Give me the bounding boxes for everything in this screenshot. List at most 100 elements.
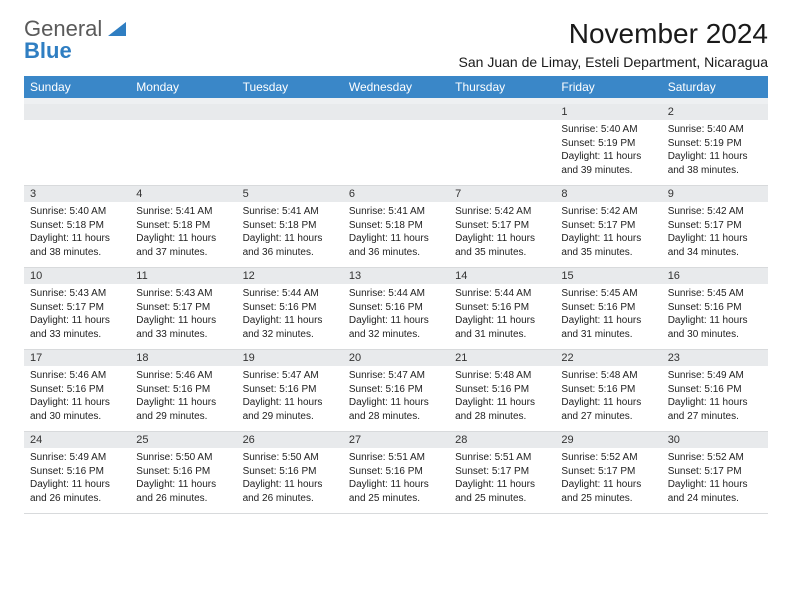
sunset-text: Sunset: 5:16 PM (349, 465, 443, 479)
day-number (24, 104, 130, 120)
brand-line2: Blue (24, 40, 126, 62)
day-cell (237, 120, 343, 186)
daylight-text-2: and 28 minutes. (349, 410, 443, 424)
daylight-text: Daylight: 11 hours (136, 478, 230, 492)
daylight-text-2: and 27 minutes. (668, 410, 762, 424)
daylight-text-2: and 39 minutes. (561, 164, 655, 178)
day-cell: Sunrise: 5:52 AMSunset: 5:17 PMDaylight:… (555, 448, 661, 514)
daylight-text: Daylight: 11 hours (243, 314, 337, 328)
day-cell: Sunrise: 5:41 AMSunset: 5:18 PMDaylight:… (343, 202, 449, 268)
sunset-text: Sunset: 5:17 PM (136, 301, 230, 315)
daylight-text-2: and 30 minutes. (668, 328, 762, 342)
daylight-text: Daylight: 11 hours (136, 232, 230, 246)
daylight-text: Daylight: 11 hours (30, 478, 124, 492)
daylight-text: Daylight: 11 hours (136, 314, 230, 328)
daylight-text-2: and 30 minutes. (30, 410, 124, 424)
weekday-mon: Monday (130, 76, 236, 98)
sunrise-text: Sunrise: 5:44 AM (243, 287, 337, 301)
day-number: 26 (237, 432, 343, 449)
day-number: 23 (662, 350, 768, 367)
day-number: 6 (343, 186, 449, 203)
daylight-text: Daylight: 11 hours (455, 314, 549, 328)
day-number: 29 (555, 432, 661, 449)
daylight-text: Daylight: 11 hours (668, 396, 762, 410)
daylight-text-2: and 26 minutes. (136, 492, 230, 506)
sunset-text: Sunset: 5:17 PM (455, 219, 549, 233)
daylight-text-2: and 32 minutes. (349, 328, 443, 342)
weekday-fri: Friday (555, 76, 661, 98)
day-number: 15 (555, 268, 661, 285)
sunrise-text: Sunrise: 5:44 AM (349, 287, 443, 301)
day-cell: Sunrise: 5:42 AMSunset: 5:17 PMDaylight:… (662, 202, 768, 268)
daylight-text: Daylight: 11 hours (455, 232, 549, 246)
sunrise-text: Sunrise: 5:41 AM (136, 205, 230, 219)
daylight-text: Daylight: 11 hours (668, 478, 762, 492)
sunset-text: Sunset: 5:18 PM (243, 219, 337, 233)
day-number (130, 104, 236, 120)
sunrise-text: Sunrise: 5:51 AM (455, 451, 549, 465)
day-cell: Sunrise: 5:49 AMSunset: 5:16 PMDaylight:… (662, 366, 768, 432)
sunset-text: Sunset: 5:16 PM (349, 301, 443, 315)
day-number: 9 (662, 186, 768, 203)
day-number: 25 (130, 432, 236, 449)
day-cell: Sunrise: 5:43 AMSunset: 5:17 PMDaylight:… (130, 284, 236, 350)
day-cell: Sunrise: 5:50 AMSunset: 5:16 PMDaylight:… (130, 448, 236, 514)
daynum-row: 12 (24, 104, 768, 120)
sunset-text: Sunset: 5:16 PM (243, 301, 337, 315)
daylight-text-2: and 24 minutes. (668, 492, 762, 506)
day-cell: Sunrise: 5:44 AMSunset: 5:16 PMDaylight:… (343, 284, 449, 350)
sunset-text: Sunset: 5:16 PM (136, 383, 230, 397)
daylight-text: Daylight: 11 hours (561, 314, 655, 328)
daylight-text-2: and 37 minutes. (136, 246, 230, 260)
sunrise-text: Sunrise: 5:46 AM (30, 369, 124, 383)
sunset-text: Sunset: 5:16 PM (561, 301, 655, 315)
daynum-row: 10111213141516 (24, 268, 768, 285)
daylight-text: Daylight: 11 hours (561, 232, 655, 246)
daylight-text: Daylight: 11 hours (30, 314, 124, 328)
daylight-text: Daylight: 11 hours (561, 150, 655, 164)
sunset-text: Sunset: 5:16 PM (349, 383, 443, 397)
weekday-thu: Thursday (449, 76, 555, 98)
sunset-text: Sunset: 5:19 PM (668, 137, 762, 151)
detail-row: Sunrise: 5:43 AMSunset: 5:17 PMDaylight:… (24, 284, 768, 350)
daylight-text: Daylight: 11 hours (349, 232, 443, 246)
day-cell: Sunrise: 5:51 AMSunset: 5:16 PMDaylight:… (343, 448, 449, 514)
daylight-text-2: and 36 minutes. (349, 246, 443, 260)
daylight-text-2: and 27 minutes. (561, 410, 655, 424)
sunrise-text: Sunrise: 5:42 AM (455, 205, 549, 219)
day-cell: Sunrise: 5:46 AMSunset: 5:16 PMDaylight:… (24, 366, 130, 432)
daynum-row: 3456789 (24, 186, 768, 203)
daylight-text-2: and 33 minutes. (136, 328, 230, 342)
sunrise-text: Sunrise: 5:48 AM (455, 369, 549, 383)
sunset-text: Sunset: 5:16 PM (668, 301, 762, 315)
sunset-text: Sunset: 5:17 PM (668, 219, 762, 233)
detail-row: Sunrise: 5:49 AMSunset: 5:16 PMDaylight:… (24, 448, 768, 514)
day-cell: Sunrise: 5:45 AMSunset: 5:16 PMDaylight:… (662, 284, 768, 350)
daylight-text: Daylight: 11 hours (561, 478, 655, 492)
header: General Blue November 2024 San Juan de L… (24, 18, 768, 76)
sunrise-text: Sunrise: 5:41 AM (349, 205, 443, 219)
detail-row: Sunrise: 5:46 AMSunset: 5:16 PMDaylight:… (24, 366, 768, 432)
sunrise-text: Sunrise: 5:40 AM (668, 123, 762, 137)
daylight-text-2: and 31 minutes. (561, 328, 655, 342)
day-cell: Sunrise: 5:42 AMSunset: 5:17 PMDaylight:… (555, 202, 661, 268)
weekday-tue: Tuesday (237, 76, 343, 98)
day-cell (343, 120, 449, 186)
daylight-text-2: and 31 minutes. (455, 328, 549, 342)
sunrise-text: Sunrise: 5:48 AM (561, 369, 655, 383)
daylight-text-2: and 29 minutes. (136, 410, 230, 424)
day-cell: Sunrise: 5:44 AMSunset: 5:16 PMDaylight:… (449, 284, 555, 350)
day-cell (130, 120, 236, 186)
sunset-text: Sunset: 5:16 PM (455, 301, 549, 315)
sunset-text: Sunset: 5:18 PM (349, 219, 443, 233)
day-number: 27 (343, 432, 449, 449)
day-cell: Sunrise: 5:49 AMSunset: 5:16 PMDaylight:… (24, 448, 130, 514)
daylight-text-2: and 29 minutes. (243, 410, 337, 424)
day-number: 20 (343, 350, 449, 367)
daylight-text: Daylight: 11 hours (243, 396, 337, 410)
daylight-text: Daylight: 11 hours (561, 396, 655, 410)
sunset-text: Sunset: 5:16 PM (668, 383, 762, 397)
title-block: November 2024 San Juan de Limay, Esteli … (459, 18, 768, 76)
sunset-text: Sunset: 5:16 PM (136, 465, 230, 479)
calendar-body: 12 Sunrise: 5:40 AMSunset: 5:19 PM Dayligh… (24, 98, 768, 514)
